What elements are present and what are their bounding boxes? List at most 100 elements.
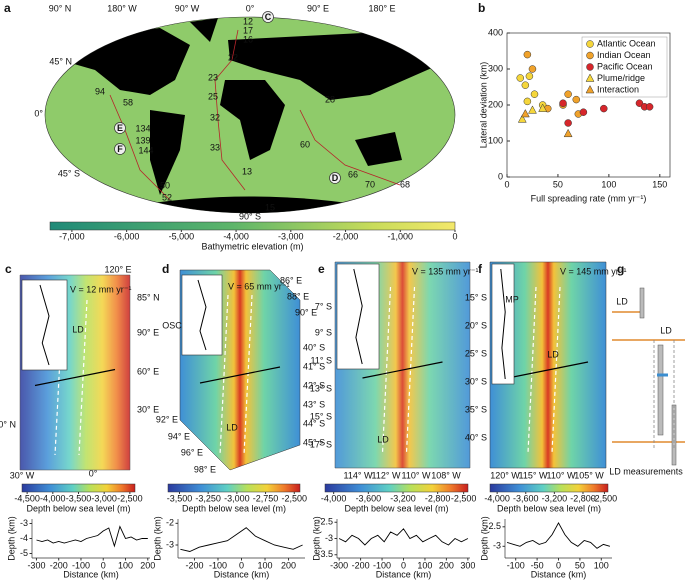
- x-tick-label: -300: [330, 560, 348, 570]
- profile-track: [34, 368, 116, 387]
- x-tick-label: 0: [504, 179, 509, 189]
- colorbar: [21, 483, 136, 493]
- site-number: 60: [300, 139, 310, 149]
- panel-label: c: [5, 262, 12, 276]
- site-number: 13: [242, 166, 252, 176]
- map-annotation: LD: [377, 434, 389, 444]
- map-bottom-label: 90° S: [239, 211, 261, 221]
- point: [538, 103, 548, 112]
- point: [521, 81, 530, 89]
- colorbar-tick-label: -2,500: [281, 493, 307, 503]
- x-tick-label: -200: [185, 560, 203, 570]
- ridge-bound: [78, 299, 88, 456]
- site-marker: [114, 143, 126, 155]
- x-tick-label: -200: [352, 560, 370, 570]
- colorbar-tick-label: -3,000: [91, 493, 117, 503]
- x-tick-label: 0: [101, 560, 106, 570]
- site-marker: [114, 122, 126, 134]
- coordinate-label: 0°: [89, 468, 98, 478]
- y-axis-label: Depth (km): [311, 516, 321, 561]
- panel-g-diagram: [612, 287, 685, 466]
- coordinate-label: 110° W: [402, 470, 431, 480]
- site-number: 50: [160, 180, 170, 190]
- y-tick-label: 300: [488, 63, 503, 73]
- x-tick-label: 200: [281, 560, 296, 570]
- caption: LD measurements: [609, 466, 683, 476]
- x-tick-label: -100: [373, 560, 391, 570]
- colorbar-tick-label: -3,000: [224, 493, 250, 503]
- colorbar-tick-label: -5,000: [169, 231, 195, 241]
- y-tick-label: 100: [488, 135, 503, 145]
- x-tick-label: 0: [556, 560, 561, 570]
- inset-coast: [197, 279, 207, 351]
- y-tick-label: -3.5: [317, 549, 333, 559]
- x-tick-label: 100: [601, 179, 616, 189]
- colorbar-title: Bathymetric elevation (m): [201, 241, 303, 251]
- site-number: 32: [210, 112, 220, 122]
- site-number: 68: [400, 179, 410, 189]
- y-tick-label: -3: [493, 541, 501, 551]
- x-tick-label: 100: [594, 560, 609, 570]
- point: [523, 50, 532, 59]
- coordinate-label: 30° W: [10, 470, 35, 480]
- site-number: 22: [228, 52, 238, 62]
- coordinate-label: 60° E: [137, 366, 159, 376]
- site-number: 25: [208, 91, 218, 101]
- ridge-bound: [219, 294, 229, 456]
- x-tick-label: 50: [575, 560, 585, 570]
- coordinate-label: 17° S: [310, 439, 332, 449]
- site-number: 12: [243, 16, 253, 26]
- panel-label: d: [162, 262, 169, 276]
- x-tick-label: -100: [72, 560, 90, 570]
- spreading-rate: V = 12 mm yr⁻¹: [70, 284, 132, 294]
- x-tick-label: 0: [401, 560, 406, 570]
- map-top-label: 0°: [246, 3, 255, 13]
- site-number: 23: [208, 72, 218, 82]
- colorbar-tick-label: -2,500: [592, 493, 618, 503]
- spreading-rate: V = 65 mm yr⁻¹: [228, 281, 290, 291]
- bathymetry-map: [489, 261, 607, 469]
- point: [564, 119, 572, 127]
- x-tick-label: -50: [531, 560, 544, 570]
- map-left-label: 45° N: [49, 56, 72, 66]
- colorbar-tick-label: -3,500: [66, 493, 92, 503]
- point: [579, 108, 588, 116]
- y-tick-label: -4: [20, 533, 28, 543]
- point: [516, 74, 524, 82]
- y-axis-label: Depth (km): [6, 516, 16, 561]
- ridge-lines: [109, 29, 401, 201]
- colorbar-tick-label: -4,500: [14, 493, 40, 503]
- x-axis-label: Distance (km): [214, 569, 270, 579]
- x-tick-label: -300: [27, 560, 45, 570]
- coordinate-label: 20° S: [465, 320, 487, 330]
- coordinate-label: 11° S: [311, 355, 332, 365]
- site-number: 139: [135, 135, 150, 145]
- legend-box: [581, 36, 668, 98]
- point: [530, 90, 539, 98]
- coordinate-label: 30° S: [465, 376, 487, 386]
- legend-marker: [586, 40, 594, 48]
- x-tick-label: 200: [140, 560, 155, 570]
- colorbar-tick-label: -2,500: [117, 493, 143, 503]
- site-letter: F: [117, 144, 123, 154]
- colorbar-tick-label: -2,800: [570, 493, 596, 503]
- legend-marker: [586, 51, 594, 60]
- inset-coast: [39, 284, 50, 366]
- depth-profile: [180, 527, 303, 552]
- colorbar-tick-label: -3,600: [356, 493, 382, 503]
- map-left-label: 0°: [34, 108, 43, 118]
- legend-label: Plume/ridge: [597, 73, 645, 83]
- site-number: 94: [95, 86, 105, 96]
- coordinate-label: 110° W: [547, 470, 576, 480]
- y-tick-label: -2.5: [485, 521, 501, 531]
- coordinate-label: 9° S: [315, 327, 332, 337]
- panel-label: f: [478, 262, 483, 276]
- site-number: 66: [348, 169, 358, 179]
- colorbar: [167, 483, 301, 493]
- colorbar-tick-label: -2,500: [451, 493, 477, 503]
- map-left-label: 45° S: [58, 168, 80, 178]
- coordinate-label: 40° S: [303, 342, 325, 352]
- profile-track: [507, 361, 589, 379]
- point: [528, 105, 537, 114]
- colorbar-tick-label: -4,000: [321, 493, 347, 503]
